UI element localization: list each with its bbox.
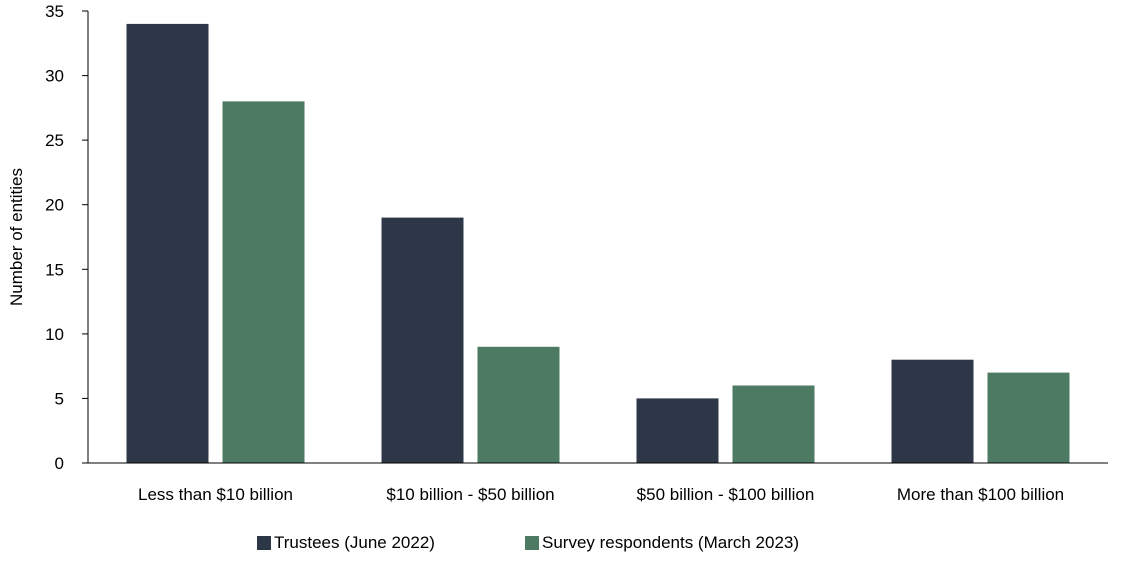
x-tick-label: $10 billion - $50 billion [386, 485, 554, 504]
bar-series-2-cat-3 [732, 385, 815, 463]
bar-series-2-cat-1 [222, 101, 305, 464]
bars-layer [126, 23, 1070, 464]
axes-layer [82, 10, 1108, 464]
y-axis-title: Number of entities [7, 168, 26, 306]
bar-series-1-cat-1 [126, 23, 209, 464]
bar-series-1-cat-3 [636, 398, 719, 463]
y-tick-label: 10 [45, 325, 64, 344]
legend-label-1: Trustees (June 2022) [274, 533, 435, 552]
labels-layer: Less than $10 billion $10 billion - $50 b… [7, 2, 1064, 504]
legend-swatch-1 [257, 536, 271, 550]
legend-label-2: Survey respondents (March 2023) [542, 533, 799, 552]
y-tick-label: 25 [45, 131, 64, 150]
bar-series-2-cat-4 [987, 372, 1070, 463]
bar-series-1-cat-4 [891, 359, 974, 463]
bar-series-2-cat-2 [477, 346, 560, 463]
y-tick-label: 15 [45, 260, 64, 279]
x-tick-label: $50 billion - $100 billion [637, 485, 815, 504]
bar-series-1-cat-2 [381, 217, 464, 463]
legend: Trustees (June 2022) Survey respondents (… [257, 533, 799, 552]
y-tick-label: 35 [45, 2, 64, 21]
y-tick-label: 30 [45, 67, 64, 86]
y-tick-label: 20 [45, 196, 64, 215]
x-tick-label: More than $100 billion [897, 485, 1064, 504]
x-tick-label: Less than $10 billion [138, 485, 293, 504]
legend-swatch-2 [525, 536, 539, 550]
y-tick-label: 0 [55, 454, 64, 473]
y-tick-label: 5 [55, 389, 64, 408]
